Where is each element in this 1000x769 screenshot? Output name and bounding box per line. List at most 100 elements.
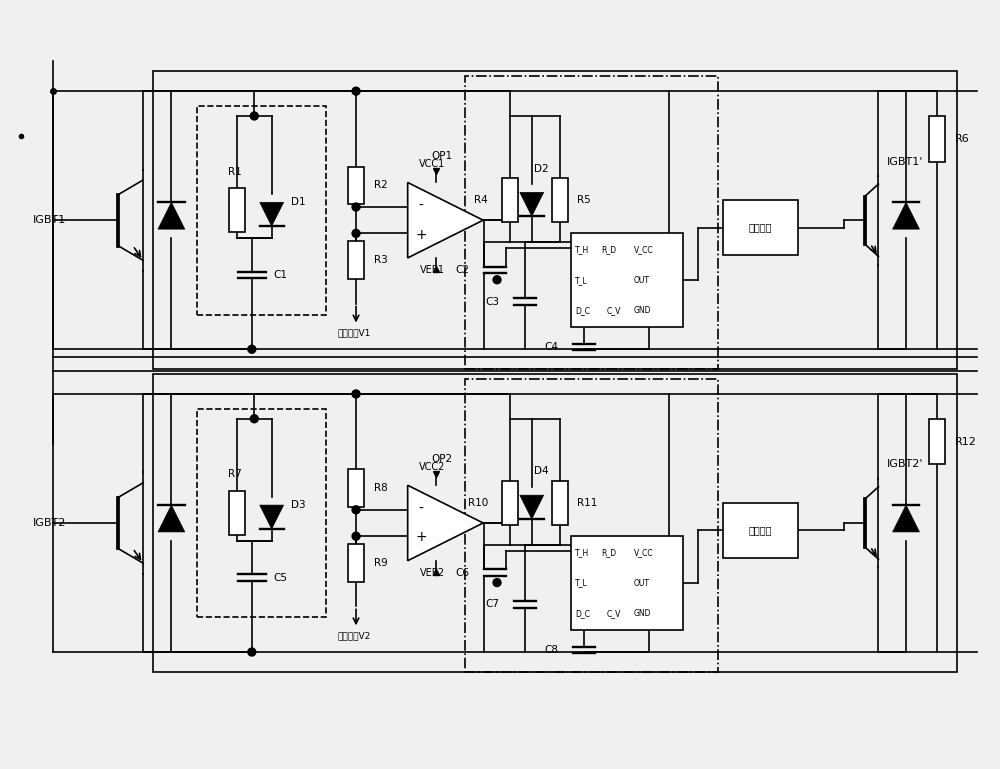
Bar: [502, 178, 518, 222]
Circle shape: [352, 532, 360, 540]
Text: 参考电平V2: 参考电平V2: [337, 631, 371, 640]
Polygon shape: [260, 202, 284, 226]
Bar: [153, 374, 957, 672]
Text: T_L: T_L: [575, 578, 588, 588]
Bar: [153, 72, 957, 369]
Text: +: +: [415, 228, 427, 241]
Circle shape: [352, 229, 360, 238]
Bar: [465, 76, 718, 369]
Text: C6: C6: [455, 568, 469, 578]
Polygon shape: [408, 182, 483, 258]
Text: T_H: T_H: [575, 548, 590, 558]
Bar: [229, 491, 245, 535]
Circle shape: [250, 112, 258, 120]
Text: OUT: OUT: [634, 276, 650, 285]
Circle shape: [352, 506, 360, 514]
Circle shape: [248, 345, 256, 353]
Text: V_CC: V_CC: [634, 245, 654, 255]
Bar: [571, 536, 683, 631]
Text: VEE2: VEE2: [420, 568, 445, 578]
Text: T_L: T_L: [575, 276, 588, 285]
Text: +: +: [415, 531, 427, 544]
Bar: [723, 201, 798, 255]
Bar: [502, 481, 518, 525]
Text: D1: D1: [291, 198, 305, 208]
Polygon shape: [520, 495, 544, 519]
Text: R1: R1: [228, 167, 242, 177]
Text: R2: R2: [374, 181, 388, 191]
Text: VCC2: VCC2: [419, 462, 445, 472]
Text: 驱动模块: 驱动模块: [749, 223, 772, 233]
Circle shape: [250, 414, 258, 423]
Text: D3: D3: [291, 500, 305, 510]
Text: R9: R9: [374, 558, 388, 568]
Bar: [552, 481, 568, 525]
Text: GND: GND: [634, 306, 652, 315]
Text: C2: C2: [455, 265, 469, 275]
Text: C_V: C_V: [606, 306, 621, 315]
Text: R6: R6: [955, 134, 969, 144]
Bar: [229, 188, 245, 232]
Circle shape: [493, 578, 501, 587]
Circle shape: [352, 390, 360, 398]
Text: OP1: OP1: [431, 151, 452, 161]
Bar: [197, 409, 326, 618]
Text: R_D: R_D: [601, 548, 616, 558]
Bar: [348, 241, 364, 279]
Text: C8: C8: [545, 645, 559, 655]
Text: OUT: OUT: [634, 578, 650, 588]
Text: OP2: OP2: [431, 454, 452, 464]
Circle shape: [352, 203, 360, 211]
Polygon shape: [158, 202, 185, 229]
Text: D4: D4: [534, 466, 548, 476]
Text: GND: GND: [634, 609, 652, 618]
Text: C1: C1: [274, 270, 288, 280]
Bar: [465, 379, 718, 672]
Bar: [723, 503, 798, 558]
Bar: [552, 178, 568, 222]
Circle shape: [248, 648, 256, 656]
Text: -: -: [418, 501, 423, 516]
Text: D_C: D_C: [575, 306, 590, 315]
Text: -: -: [418, 199, 423, 213]
Text: IGBT2': IGBT2': [887, 459, 923, 469]
Bar: [929, 419, 945, 464]
Text: C5: C5: [274, 573, 288, 583]
Text: C4: C4: [545, 342, 559, 352]
Text: IGBT1': IGBT1': [887, 157, 923, 167]
Bar: [348, 544, 364, 581]
Text: D2: D2: [534, 164, 548, 174]
Circle shape: [352, 87, 360, 95]
Text: R3: R3: [374, 255, 388, 265]
Text: R12: R12: [955, 437, 977, 447]
Text: C_V: C_V: [606, 609, 621, 618]
Text: 参考电平V1: 参考电平V1: [337, 328, 371, 338]
Text: IGBT2: IGBT2: [33, 518, 66, 528]
Text: R8: R8: [374, 483, 388, 493]
Bar: [197, 106, 326, 315]
Text: VEE1: VEE1: [420, 265, 445, 275]
Text: C3: C3: [485, 297, 499, 307]
Text: VCC1: VCC1: [419, 159, 445, 169]
Text: R7: R7: [228, 469, 242, 479]
Text: V_CC: V_CC: [634, 548, 654, 558]
Circle shape: [493, 276, 501, 284]
Polygon shape: [158, 505, 185, 532]
Polygon shape: [408, 485, 483, 561]
Text: R4: R4: [474, 195, 488, 205]
Text: C7: C7: [485, 599, 499, 609]
Bar: [348, 167, 364, 205]
Polygon shape: [893, 505, 919, 532]
Text: R10: R10: [468, 498, 488, 508]
Text: T_H: T_H: [575, 245, 590, 255]
Text: D_C: D_C: [575, 609, 590, 618]
Bar: [571, 233, 683, 328]
Text: R_D: R_D: [601, 245, 616, 255]
Text: R11: R11: [577, 498, 598, 508]
Text: 驱动模块: 驱动模块: [749, 525, 772, 535]
Text: IGBT1: IGBT1: [33, 215, 66, 225]
Text: R5: R5: [577, 195, 591, 205]
Polygon shape: [520, 192, 544, 216]
Bar: [348, 469, 364, 507]
Polygon shape: [260, 505, 284, 529]
